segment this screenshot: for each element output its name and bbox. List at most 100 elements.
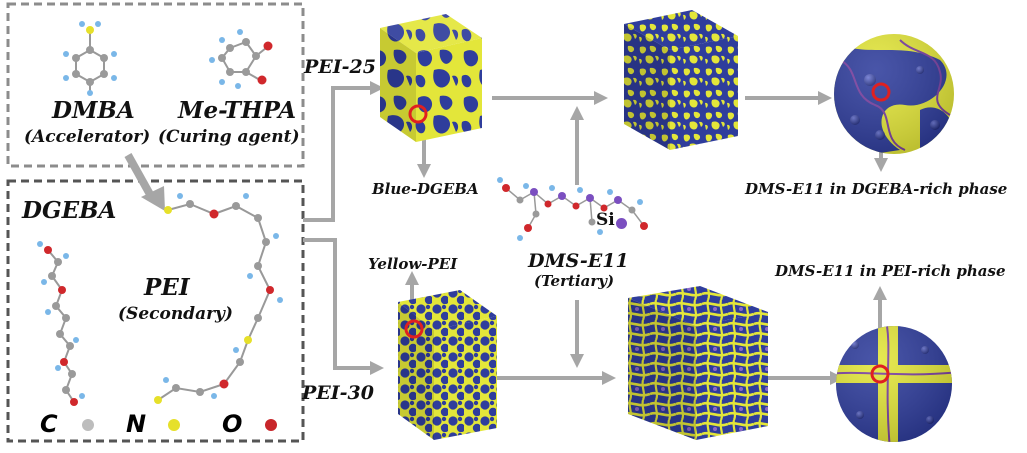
pei-atom xyxy=(219,379,229,389)
dmba-atoms xyxy=(63,21,117,96)
dms-atom xyxy=(516,196,524,204)
pei-atom xyxy=(254,262,262,270)
dgeba-atom xyxy=(62,314,70,322)
blue-dgeba-label: Blue-DGEBA xyxy=(372,180,479,198)
methpa-label: Me-THPA xyxy=(178,97,297,124)
dms-e11-atoms xyxy=(497,177,648,241)
dgeba-atom xyxy=(48,272,56,280)
dgeba-atom xyxy=(58,286,66,294)
si-atom-swatch xyxy=(616,218,627,229)
dgeba-atom xyxy=(41,279,47,285)
cube-pei30-initial xyxy=(398,290,497,440)
legend-swatch-c xyxy=(82,419,94,431)
pei-atom xyxy=(211,393,217,399)
dms-atom xyxy=(637,199,643,205)
dgeba-atom xyxy=(54,258,62,266)
pei-atom xyxy=(273,233,279,239)
zoom-dgeba-rich xyxy=(834,34,954,154)
pei25-label: PEI-25 xyxy=(304,56,376,78)
dgeba-label: DGEBA xyxy=(22,197,117,224)
legend-letter-o: O xyxy=(222,410,243,438)
cube-pei25-cured xyxy=(624,10,738,150)
legend-swatch-o xyxy=(265,419,277,431)
pei30-label: PEI-30 xyxy=(302,382,374,404)
pei-atom xyxy=(244,336,252,344)
cube-pei30-cured xyxy=(628,286,768,440)
pei-atom xyxy=(236,358,244,366)
legend-letter-n: N xyxy=(126,410,147,438)
dms-atom xyxy=(577,187,583,193)
methpa-role-label: (Curing agent) xyxy=(158,127,300,147)
dms-atom xyxy=(586,194,594,202)
pei-atom xyxy=(196,388,204,396)
pei-label: PEI xyxy=(144,274,190,301)
pei-atom xyxy=(262,238,270,246)
si-label: Si xyxy=(596,210,615,230)
dms-atom xyxy=(524,224,532,232)
dms-e11-role-label: (Tertiary) xyxy=(534,272,615,290)
dms-atom xyxy=(558,192,566,200)
pei-atom xyxy=(186,200,194,208)
dgeba-atom xyxy=(66,342,74,350)
dgeba-atom xyxy=(62,386,70,394)
pei-role-label: (Secondary) xyxy=(118,304,233,324)
dgeba-atom xyxy=(45,309,51,315)
reagent-box xyxy=(6,2,305,168)
methpa-atoms xyxy=(209,29,273,89)
dms-atom xyxy=(607,189,613,195)
resin-box xyxy=(6,179,305,443)
pei-atom xyxy=(233,347,239,353)
dms-atom xyxy=(588,218,596,226)
dms-atom xyxy=(572,202,580,210)
dgeba-atom xyxy=(52,302,60,310)
legend-swatch-n xyxy=(168,419,180,431)
dms-atom xyxy=(549,185,555,191)
dgeba-atom xyxy=(55,365,61,371)
dms-atom xyxy=(530,188,538,196)
dgeba-atom xyxy=(68,370,76,378)
dms-atom xyxy=(640,222,648,230)
dgeba-atom xyxy=(73,337,79,343)
dmba-role-label: (Accelerator) xyxy=(24,127,151,147)
pei-atom xyxy=(247,273,253,279)
dms-atom xyxy=(628,206,636,214)
pei-atom xyxy=(232,202,240,210)
pei-atom xyxy=(172,384,180,392)
pei-atom xyxy=(254,214,262,222)
zoom-pei-rich xyxy=(836,326,952,442)
dms-atom xyxy=(502,184,510,192)
pei-atom xyxy=(154,396,162,404)
dms-atom xyxy=(600,204,608,212)
arrow-to-pei25 xyxy=(303,86,372,222)
dgeba-atom xyxy=(70,398,78,406)
pei-atom xyxy=(277,297,283,303)
pei-molecule xyxy=(157,202,272,401)
dgeba-atom xyxy=(44,246,52,254)
dms-atom xyxy=(497,177,503,183)
arrow-reagents-to-resin xyxy=(124,153,165,211)
dgeba-atom xyxy=(56,330,64,338)
dms-atom xyxy=(523,183,529,189)
pei-atom xyxy=(209,209,219,219)
pei-atom xyxy=(164,206,172,214)
highlight-circle-dms-dgeba xyxy=(871,82,891,102)
dgeba-atom xyxy=(63,253,69,259)
dms-atom xyxy=(544,200,552,208)
cube-pei25-initial xyxy=(380,14,482,142)
dms-pei-phase-label: DMS-E11 in PEI-rich phase xyxy=(775,262,1006,280)
dmba-label: DMBA xyxy=(52,97,135,124)
yellow-pei-label: Yellow-PEI xyxy=(368,255,458,273)
pei-atom xyxy=(266,286,274,294)
highlight-circle-yellow xyxy=(404,319,424,339)
pei-atom xyxy=(177,193,183,199)
dms-atom xyxy=(597,229,603,235)
pei-atom xyxy=(163,377,169,383)
pei-atom xyxy=(254,314,262,322)
dms-e11-label: DMS-E11 xyxy=(528,250,629,272)
dgeba-atom xyxy=(60,358,68,366)
dms-atom xyxy=(614,196,622,204)
legend-letter-c: C xyxy=(40,410,58,438)
highlight-circle-blue xyxy=(408,104,428,124)
